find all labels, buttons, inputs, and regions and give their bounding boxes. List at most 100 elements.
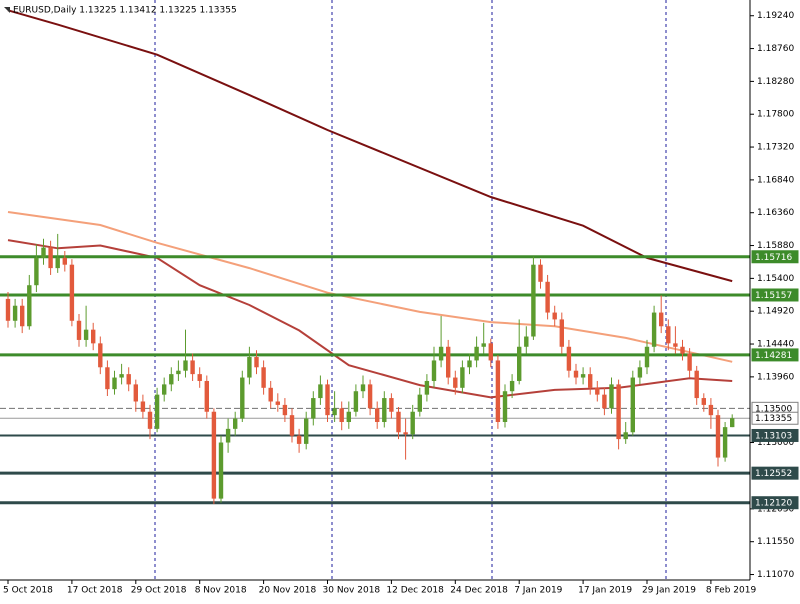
candle-body: [183, 360, 188, 371]
candle-body: [531, 264, 536, 337]
candle-body: [204, 380, 209, 412]
candle-body: [375, 408, 380, 423]
plot-layer: [0, 9, 750, 505]
candle-body: [325, 384, 330, 416]
chart-title: EURUSD,Daily 1.13225 1.13412 1.13225 1.1…: [13, 6, 237, 16]
candle-body: [538, 264, 543, 282]
x-tick-label: 17 Oct 2018: [67, 586, 123, 596]
title-icon: [4, 7, 10, 13]
candle-body: [609, 384, 614, 409]
x-tick-label: 20 Nov 2018: [259, 586, 317, 596]
y-tick-label: 1.18280: [757, 77, 794, 87]
candle-body: [488, 343, 493, 361]
candle-body: [715, 415, 721, 458]
candle-body: [424, 380, 430, 395]
level-label: 1.13500: [755, 404, 792, 414]
candle-body: [637, 367, 643, 378]
candle-body: [616, 384, 621, 440]
candle-body: [240, 377, 245, 419]
candle-body: [524, 336, 529, 347]
candle-body: [346, 411, 351, 423]
period-separators: [154, 0, 667, 580]
level-label-box: [751, 348, 799, 362]
candle-body: [126, 374, 131, 385]
candle-body: [41, 247, 46, 258]
candle-body: [446, 346, 451, 378]
candle-body: [176, 370, 181, 375]
candle-body: [410, 411, 415, 435]
candle-body: [98, 343, 103, 368]
candle-body: [55, 257, 60, 269]
candle-body: [517, 346, 522, 381]
candle-body: [62, 257, 67, 265]
y-tick-label: 1.13960: [757, 372, 794, 382]
candle-body: [268, 387, 273, 402]
candle-body: [722, 427, 728, 458]
y-tick-label: 1.16840: [757, 175, 794, 185]
candle-body: [623, 432, 628, 440]
candle-body: [474, 346, 479, 361]
candle-body: [69, 264, 75, 321]
y-tick-label: 1.12030: [757, 504, 794, 514]
candle-body: [495, 360, 501, 423]
y-tick-label: 1.19240: [757, 11, 794, 21]
candle-body: [133, 384, 138, 402]
candle-body: [438, 346, 444, 361]
level-label-box: [751, 250, 799, 264]
candle-body: [218, 442, 224, 499]
candle-body: [289, 415, 295, 436]
candle-body: [595, 387, 600, 395]
candle-body: [190, 360, 195, 375]
level-label: 1.15716: [755, 253, 792, 263]
candle-body: [27, 285, 32, 327]
level-label-box: [751, 466, 799, 480]
x-tick-label: 8 Feb 2019: [706, 586, 757, 596]
candle-body: [396, 411, 401, 433]
candle-body: [367, 384, 373, 409]
y-tick-label: 1.17320: [757, 143, 794, 153]
candle-body: [552, 312, 557, 320]
y-tick-label: 1.16360: [757, 208, 794, 218]
candle-body: [666, 326, 671, 344]
candle-body: [509, 380, 515, 392]
candle-body: [282, 404, 288, 416]
candle-body: [353, 391, 359, 412]
candle-body: [247, 357, 252, 378]
y-tick-label: 1.13000: [757, 438, 794, 448]
candle-body: [559, 319, 564, 347]
candle-body: [417, 394, 422, 412]
candle-body: [360, 384, 366, 392]
candle-body: [481, 343, 486, 347]
candle-body: [502, 391, 508, 423]
candle-body: [169, 374, 174, 385]
candle-body: [332, 408, 337, 416]
y-tick-label: 1.14440: [757, 340, 794, 350]
level-label-box: [751, 496, 799, 510]
y-tick-label: 1.11550: [757, 537, 794, 547]
x-tick-label: 5 Oct 2018: [3, 586, 53, 596]
candle-body: [467, 360, 472, 368]
y-tick-label: 1.14920: [757, 307, 794, 317]
candle-body: [659, 312, 664, 327]
candle-body: [389, 398, 394, 412]
candle-body: [105, 367, 110, 390]
candle-body: [673, 343, 678, 347]
level-label-box: [751, 428, 799, 442]
y-tick-label: 1.17800: [757, 110, 794, 120]
candle-body: [34, 257, 39, 286]
candle-body: [573, 370, 579, 378]
candle-body: [20, 305, 25, 327]
candle-body: [694, 370, 699, 399]
candle-body: [460, 367, 465, 388]
moving-average: [7, 9, 733, 283]
moving-average: [7, 239, 733, 399]
candle-body: [48, 247, 53, 269]
candle-body: [112, 377, 117, 390]
candle-body: [5, 298, 11, 321]
candle-body: [233, 418, 238, 429]
candle-body: [701, 398, 706, 405]
candle-body: [339, 408, 344, 423]
candle-body: [140, 401, 146, 412]
candle-body: [254, 357, 259, 368]
candle-body: [708, 404, 714, 416]
